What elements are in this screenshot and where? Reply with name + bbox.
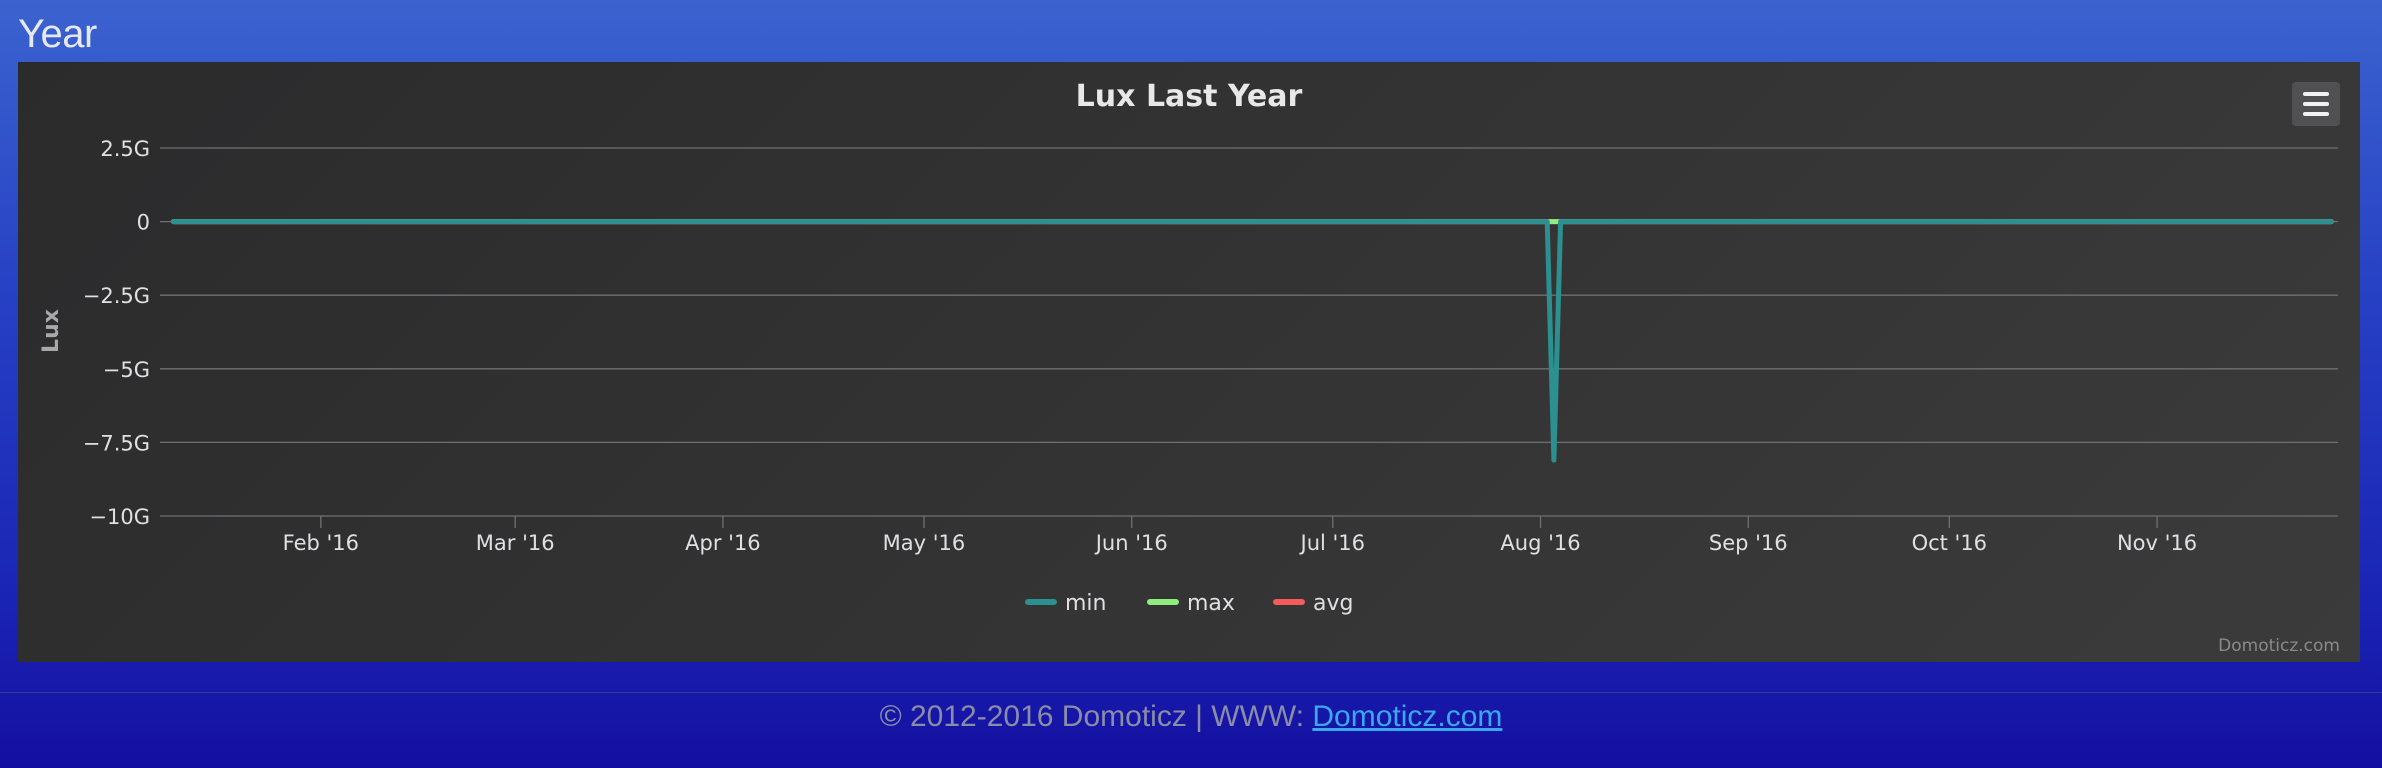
x-tick-label: May '16 [883,531,966,555]
chart-title: Lux Last Year [1076,79,1303,114]
x-tick-label: Jul '16 [1299,531,1366,555]
y-tick-label: −5G [103,358,150,382]
legend[interactable]: min max avg [1025,591,1353,616]
legend-item-avg[interactable]: avg [1273,591,1353,616]
x-tick-label: Feb '16 [283,531,359,555]
x-axis: Feb '16 Mar '16 Apr '16 May '16 Jun '16 Jul '… [283,516,2197,555]
x-tick-label: Jun '16 [1094,531,1168,555]
y-tick-label: −2.5G [83,284,150,308]
legend-label: max [1187,591,1235,616]
legend-swatch [1147,599,1179,605]
chart-credits[interactable]: Domoticz.com [2218,636,2340,656]
grid-lines [160,147,2338,517]
y-tick-label: 0 [137,211,150,235]
legend-item-min[interactable]: min [1025,591,1107,616]
series-line-min[interactable] [170,219,2334,463]
y-axis-label: Lux [39,309,64,353]
chart-context-menu-button[interactable] [2292,82,2340,126]
x-tick-label: Sep '16 [1709,531,1788,555]
footer-divider [0,692,2382,693]
y-tick-label: 2.5G [100,137,150,161]
y-axis-ticks: 2.5G 0 −2.5G −5G −7.5G −10G [83,137,150,529]
legend-label: avg [1313,591,1353,616]
footer-link[interactable]: Domoticz.com [1312,700,1503,733]
series-lines [170,219,2334,463]
x-tick-label: Oct '16 [1912,531,1987,555]
y-tick-label: −7.5G [83,431,150,455]
x-tick-label: Aug '16 [1500,531,1580,555]
hamburger-menu-icon [2303,92,2329,96]
legend-swatch [1025,599,1057,605]
footer: © 2012-2016 Domoticz | WWW: Domoticz.com [0,700,2382,734]
legend-item-max[interactable]: max [1147,591,1235,616]
legend-swatch [1273,599,1305,605]
x-tick-label: Nov '16 [2117,531,2197,555]
lux-chart: Lux Last Year Lux 2.5G 0 −2.5G −5G −7.5G −10G… [39,79,2338,616]
section-title: Year [18,12,97,56]
x-tick-label: Apr '16 [685,531,761,555]
y-tick-label: −10G [89,505,150,529]
x-tick-label: Mar '16 [476,531,555,555]
footer-copyright: © 2012-2016 Domoticz | WWW: [879,700,1313,733]
legend-label: min [1065,591,1107,616]
chart-panel: Lux Last Year Lux 2.5G 0 −2.5G −5G −7.5G −10G… [18,62,2360,662]
